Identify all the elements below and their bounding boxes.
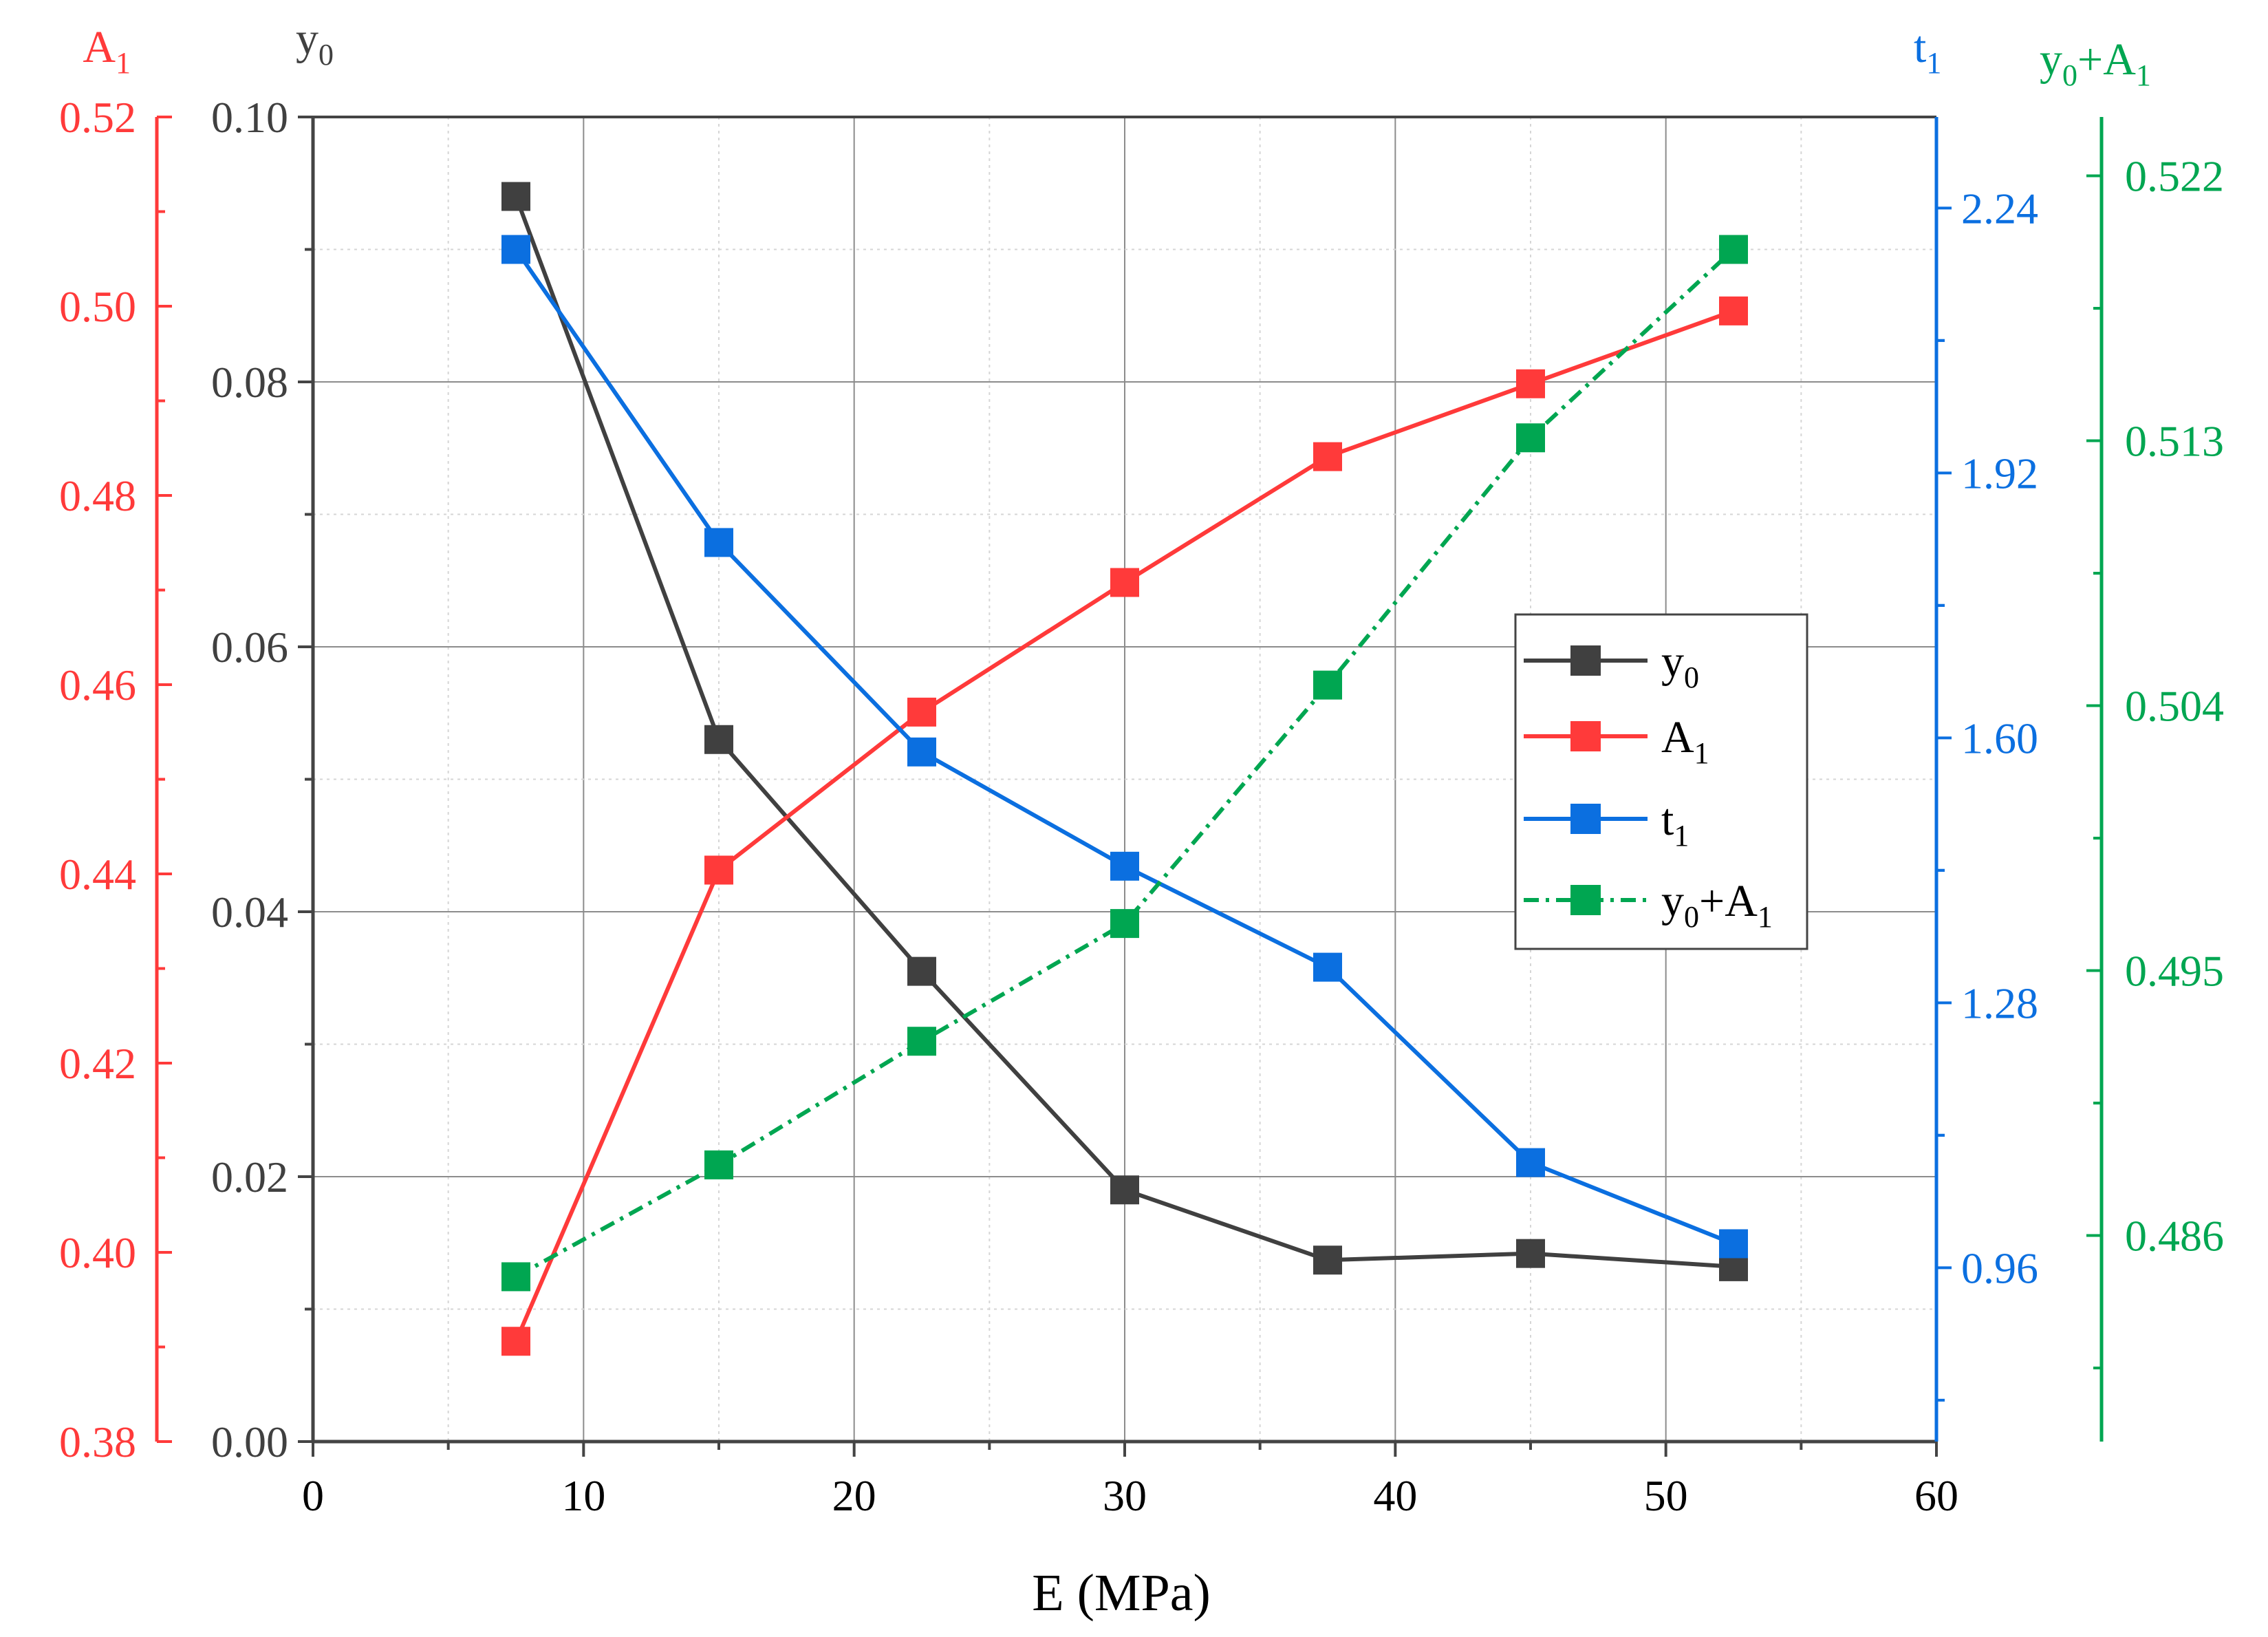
- y0-axis-title: y0: [296, 14, 334, 72]
- x-tick-label: 0: [302, 1471, 324, 1520]
- t1-tick-label: 1.28: [1961, 978, 2038, 1027]
- legend-marker-sum: [1570, 885, 1601, 915]
- x-tick-label: 40: [1373, 1471, 1417, 1520]
- sum-tick-label: 0.513: [2125, 417, 2224, 466]
- data-point-t1: [907, 737, 936, 767]
- t1-tick-label: 1.92: [1961, 449, 2038, 497]
- a1-axis-title: A1: [83, 22, 131, 80]
- a1-tick-label: 0.52: [59, 93, 136, 142]
- t1-tick-label: 0.96: [1961, 1243, 2038, 1292]
- sum-tick-label: 0.504: [2125, 682, 2224, 731]
- data-point-a1: [907, 697, 936, 727]
- legend-label-t1: t1: [1661, 795, 1689, 853]
- data-point-t1: [1110, 851, 1139, 881]
- data-point-y0-plus-a1: [1516, 423, 1545, 453]
- data-point-a1: [1313, 442, 1342, 471]
- data-point-y0-plus-a1: [907, 1027, 936, 1056]
- a1-tick-label: 0.44: [59, 850, 136, 899]
- data-point-t1: [1516, 1148, 1545, 1177]
- series: [501, 182, 1748, 1356]
- data-point-y0: [704, 725, 733, 754]
- data-point-y0: [907, 956, 936, 986]
- data-point-a1: [1110, 568, 1139, 597]
- sum-tick-label: 0.486: [2125, 1212, 2224, 1261]
- legend-label-y0: y0: [1661, 636, 1699, 694]
- x-tick-label: 10: [561, 1471, 605, 1520]
- legend-marker-a1: [1570, 721, 1601, 751]
- legend-label-sum: y0+A1: [1661, 876, 1773, 934]
- legend-marker-t1: [1570, 804, 1601, 834]
- data-point-y0-plus-a1: [501, 1262, 530, 1292]
- y0-tick-label: 0.04: [211, 888, 288, 937]
- x-tick-label: 30: [1103, 1471, 1147, 1520]
- sum-tick-label: 0.522: [2125, 152, 2224, 201]
- legend-frame: [1514, 613, 1808, 950]
- a1-tick-label: 0.40: [59, 1228, 136, 1277]
- data-point-y0: [1313, 1245, 1342, 1275]
- data-point-a1: [1516, 369, 1545, 398]
- data-point-y0: [1516, 1239, 1545, 1268]
- a1-tick-label: 0.48: [59, 471, 136, 520]
- axes: 0 10 20 30 40 50 60 0.00 0.02 0.04 0.06 0.08 0.10 0.3…: [59, 93, 2224, 1520]
- data-point-y0: [501, 182, 530, 211]
- sum-tick-label: 0.495: [2125, 947, 2224, 996]
- data-point-t1: [1313, 952, 1342, 982]
- x-tick-label: 60: [1914, 1471, 1958, 1520]
- a1-tick-label: 0.50: [59, 282, 136, 331]
- legend-marker-y0: [1570, 645, 1601, 676]
- a1-tick-label: 0.38: [59, 1417, 136, 1466]
- x-tick-label: 50: [1644, 1471, 1688, 1520]
- data-point-a1: [1719, 296, 1748, 325]
- data-point-y0-plus-a1: [1110, 909, 1139, 939]
- sum-axis-title: y0+A1: [2040, 34, 2151, 92]
- a1-tick-label: 0.46: [59, 661, 136, 709]
- t1-tick-label: 2.24: [1961, 184, 2038, 233]
- y0-tick-label: 0.06: [211, 623, 288, 672]
- data-point-y0: [1110, 1175, 1139, 1205]
- legend: y0 A1 t1 y0+A1: [1514, 613, 1808, 950]
- y0-tick-label: 0.00: [211, 1417, 288, 1466]
- data-point-y0-plus-a1: [1719, 235, 1748, 264]
- a1-tick-label: 0.42: [59, 1039, 136, 1088]
- data-point-t1: [704, 528, 733, 557]
- data-point-a1: [704, 855, 733, 885]
- y0-tick-label: 0.08: [211, 358, 288, 407]
- data-point-y0-plus-a1: [704, 1150, 733, 1179]
- legend-label-a1: A1: [1661, 712, 1709, 770]
- data-point-t1: [501, 235, 530, 264]
- data-point-a1: [501, 1327, 530, 1356]
- y0-tick-label: 0.02: [211, 1153, 288, 1201]
- x-axis-title: E (MPa): [1032, 1564, 1211, 1622]
- y0-tick-label: 0.10: [211, 93, 288, 142]
- data-point-y0-plus-a1: [1313, 670, 1342, 700]
- x-tick-label: 20: [832, 1471, 876, 1520]
- t1-tick-label: 1.60: [1961, 714, 2038, 762]
- t1-axis-title: t1: [1914, 22, 1941, 80]
- data-point-t1: [1719, 1229, 1748, 1259]
